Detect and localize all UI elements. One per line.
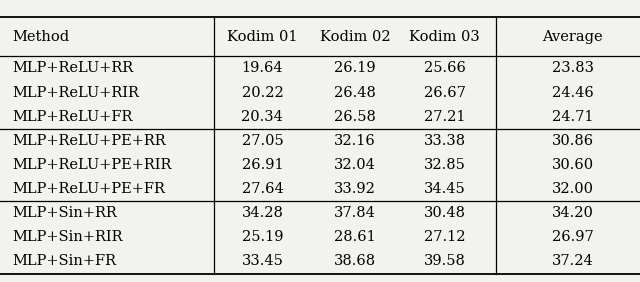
Text: 26.58: 26.58 xyxy=(334,110,376,124)
Text: 39.58: 39.58 xyxy=(424,254,466,268)
Text: Kodim 03: Kodim 03 xyxy=(410,30,480,44)
Text: 32.04: 32.04 xyxy=(334,158,376,172)
Text: 24.71: 24.71 xyxy=(552,110,593,124)
Text: 26.67: 26.67 xyxy=(424,86,466,100)
Text: 30.86: 30.86 xyxy=(552,134,594,148)
Text: 27.21: 27.21 xyxy=(424,110,465,124)
Text: Average: Average xyxy=(543,30,603,44)
Text: MLP+ReLU+RR: MLP+ReLU+RR xyxy=(13,61,134,76)
Text: 23.83: 23.83 xyxy=(552,61,594,76)
Text: MLP+ReLU+RIR: MLP+ReLU+RIR xyxy=(13,86,140,100)
Text: 33.45: 33.45 xyxy=(241,254,284,268)
Text: 26.91: 26.91 xyxy=(241,158,284,172)
Text: 27.64: 27.64 xyxy=(241,182,284,196)
Text: 25.19: 25.19 xyxy=(242,230,283,244)
Text: 33.92: 33.92 xyxy=(334,182,376,196)
Text: 20.34: 20.34 xyxy=(241,110,284,124)
Text: 34.20: 34.20 xyxy=(552,206,594,220)
Text: 25.66: 25.66 xyxy=(424,61,466,76)
Text: 26.97: 26.97 xyxy=(552,230,594,244)
Text: Method: Method xyxy=(13,30,70,44)
Text: 30.60: 30.60 xyxy=(552,158,594,172)
Text: 34.45: 34.45 xyxy=(424,182,466,196)
Text: 26.48: 26.48 xyxy=(334,86,376,100)
Text: 34.28: 34.28 xyxy=(241,206,284,220)
Text: 32.85: 32.85 xyxy=(424,158,466,172)
Text: 27.05: 27.05 xyxy=(241,134,284,148)
Text: MLP+ReLU+PE+FR: MLP+ReLU+PE+FR xyxy=(13,182,166,196)
Text: 32.16: 32.16 xyxy=(334,134,376,148)
Text: Kodim 02: Kodim 02 xyxy=(320,30,390,44)
Text: MLP+ReLU+FR: MLP+ReLU+FR xyxy=(13,110,133,124)
Text: MLP+Sin+RIR: MLP+Sin+RIR xyxy=(13,230,124,244)
Text: 19.64: 19.64 xyxy=(241,61,284,76)
Text: 38.68: 38.68 xyxy=(334,254,376,268)
Text: 32.00: 32.00 xyxy=(552,182,594,196)
Text: 26.19: 26.19 xyxy=(334,61,376,76)
Text: 27.12: 27.12 xyxy=(424,230,465,244)
Text: 24.46: 24.46 xyxy=(552,86,594,100)
Text: Kodim 01: Kodim 01 xyxy=(227,30,298,44)
Text: MLP+ReLU+PE+RIR: MLP+ReLU+PE+RIR xyxy=(13,158,172,172)
Text: MLP+Sin+FR: MLP+Sin+FR xyxy=(13,254,116,268)
Text: MLP+ReLU+PE+RR: MLP+ReLU+PE+RR xyxy=(13,134,166,148)
Text: 33.38: 33.38 xyxy=(424,134,466,148)
Text: 28.61: 28.61 xyxy=(334,230,376,244)
Text: 20.22: 20.22 xyxy=(241,86,284,100)
Text: MLP+Sin+RR: MLP+Sin+RR xyxy=(13,206,118,220)
Text: 37.24: 37.24 xyxy=(552,254,594,268)
Text: 30.48: 30.48 xyxy=(424,206,466,220)
Text: 37.84: 37.84 xyxy=(334,206,376,220)
